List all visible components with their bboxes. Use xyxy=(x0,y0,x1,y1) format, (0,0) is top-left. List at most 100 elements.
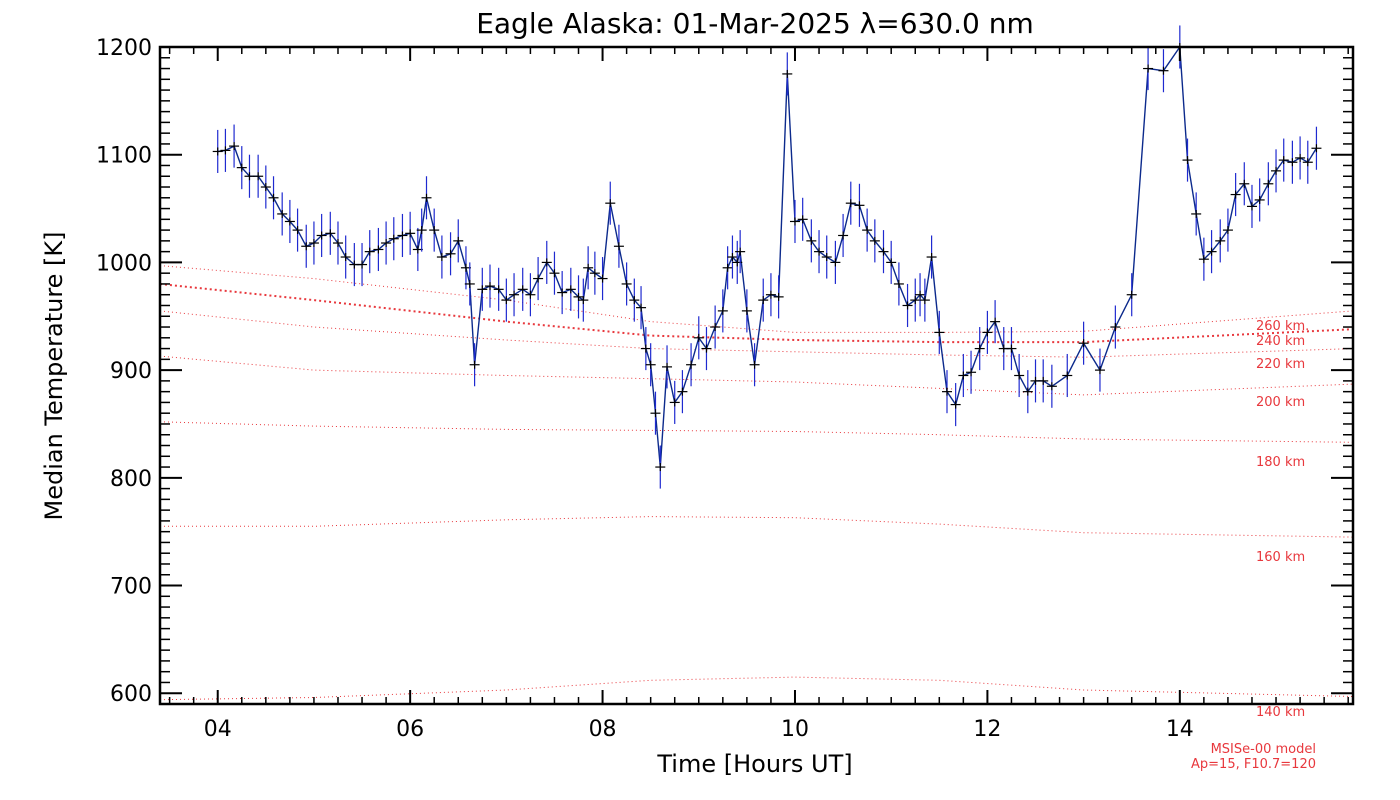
data-point xyxy=(573,275,584,319)
data-point xyxy=(878,230,889,274)
data-point xyxy=(578,278,589,322)
model-parameters: Ap=15, F10.7=120 xyxy=(1191,757,1316,772)
data-point xyxy=(212,129,223,174)
data-point xyxy=(1182,138,1193,182)
data-point xyxy=(982,310,993,354)
x-tick-label: 08 xyxy=(589,717,617,742)
chart-title: Eagle Alaska: 01-Mar-2025 λ=630.0 nm xyxy=(476,7,1034,40)
x-tick-label: 06 xyxy=(396,717,424,742)
data-point xyxy=(397,213,408,258)
data-point xyxy=(253,154,264,198)
data-point xyxy=(677,370,688,414)
data-point xyxy=(686,343,697,387)
x-axis-label: Time [Hours UT] xyxy=(656,750,852,778)
data-point xyxy=(814,230,825,274)
data-point xyxy=(758,278,769,322)
data-point xyxy=(782,52,793,96)
data-point xyxy=(1254,178,1265,222)
data-point xyxy=(710,305,721,349)
model-curve-140km xyxy=(159,676,1354,701)
data-point xyxy=(765,273,776,317)
data-point xyxy=(284,199,295,244)
model-label-160km: 160 km xyxy=(1256,550,1305,565)
data-point xyxy=(902,283,913,328)
data-point xyxy=(436,235,447,279)
data-point xyxy=(621,262,632,306)
y-tick-label: 1200 xyxy=(96,36,152,61)
data-point xyxy=(919,278,930,322)
data-point xyxy=(260,165,271,209)
data-point xyxy=(1230,173,1241,217)
data-point xyxy=(869,219,880,263)
data-point xyxy=(1287,140,1298,184)
data-point xyxy=(1295,136,1306,180)
data-point xyxy=(469,343,480,387)
data-point xyxy=(308,221,319,265)
data-point xyxy=(1094,348,1105,392)
data-point xyxy=(1239,162,1250,206)
data-point xyxy=(405,211,416,255)
data-point xyxy=(340,235,351,279)
data-point xyxy=(838,213,849,258)
data-point xyxy=(727,235,738,279)
data-point xyxy=(1062,353,1073,398)
data-point xyxy=(484,264,495,308)
y-axis-label: Median Temperature [K] xyxy=(40,231,68,520)
model-curve-180km xyxy=(159,421,1354,443)
data-point xyxy=(732,240,743,284)
data-point xyxy=(789,199,800,244)
y-tick-label: 800 xyxy=(110,467,152,492)
data-point xyxy=(915,273,926,317)
data-point xyxy=(886,240,897,284)
data-point xyxy=(1278,138,1289,182)
data-point xyxy=(236,146,247,190)
data-point xyxy=(693,316,704,360)
data-point xyxy=(934,310,945,354)
axes: 04 06 08 10 12 14 600 700 800 900 1000 1100 1200 xyxy=(96,36,1353,742)
model-label-260km: 260 km. xyxy=(1256,319,1309,334)
model-annotation: MSISe-00 model xyxy=(1211,742,1316,757)
model-curve-220km xyxy=(159,310,1354,358)
model-label-140km: 140 km xyxy=(1256,705,1305,720)
data-point xyxy=(1158,49,1169,93)
data-point xyxy=(1206,230,1217,274)
data-point xyxy=(1246,184,1257,228)
data-point xyxy=(950,383,961,427)
data-point xyxy=(1022,370,1033,414)
data-point xyxy=(429,208,440,252)
data-point xyxy=(806,219,817,263)
data-point xyxy=(421,176,432,220)
y-tick-label: 1000 xyxy=(96,251,152,276)
x-tick-label: 14 xyxy=(1166,717,1194,742)
data-point xyxy=(722,246,733,290)
model-curve-200km xyxy=(159,355,1354,396)
data-point xyxy=(357,243,368,287)
data-point xyxy=(373,227,384,272)
data-point xyxy=(645,343,656,387)
data-point xyxy=(220,128,231,172)
data-point xyxy=(381,221,392,265)
y-tick-label: 700 xyxy=(110,575,152,600)
y-tick-label: 1100 xyxy=(96,144,152,169)
data-point xyxy=(268,176,279,220)
data-point xyxy=(1215,219,1226,263)
data-series xyxy=(212,25,1322,489)
data-point xyxy=(1110,305,1121,349)
data-point xyxy=(517,267,528,311)
model-curve-240km xyxy=(159,283,1354,344)
data-point xyxy=(605,181,616,225)
data-point xyxy=(244,154,255,198)
data-point xyxy=(1198,237,1209,281)
data-point xyxy=(958,353,969,398)
data-point xyxy=(1271,149,1282,193)
data-point xyxy=(301,224,312,268)
data-point xyxy=(557,271,568,315)
data-point xyxy=(1302,140,1313,184)
data-point xyxy=(501,278,512,322)
data-point xyxy=(1126,273,1137,317)
y-tick-label: 600 xyxy=(110,682,152,707)
data-point xyxy=(741,289,752,333)
x-tick-label: 04 xyxy=(204,717,232,742)
data-point xyxy=(821,235,832,279)
